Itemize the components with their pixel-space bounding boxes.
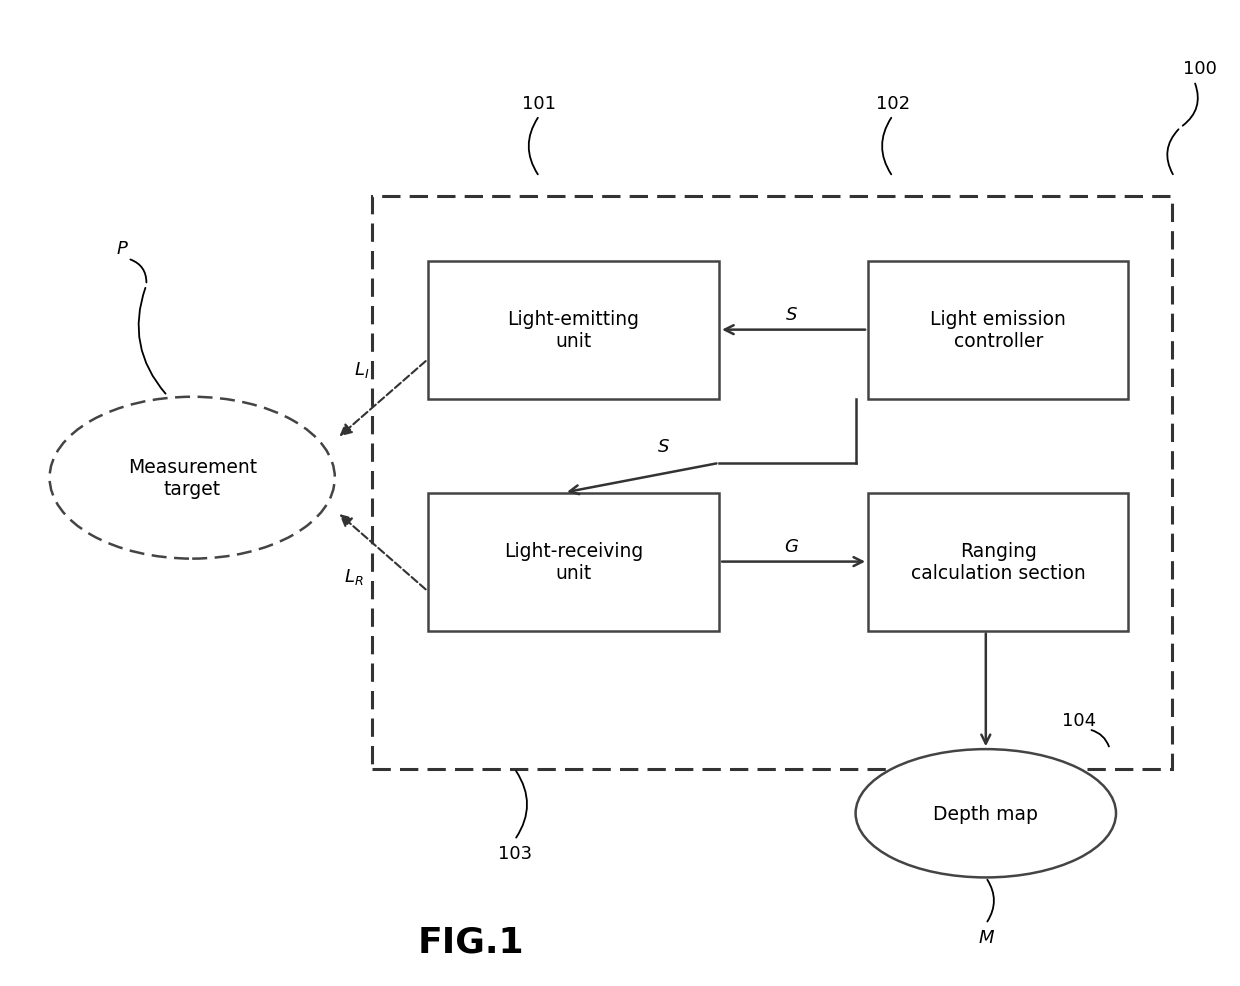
Text: Light-emitting
unit: Light-emitting unit xyxy=(507,310,640,351)
FancyBboxPatch shape xyxy=(428,493,719,631)
Ellipse shape xyxy=(50,397,335,559)
Text: 104: 104 xyxy=(1061,711,1096,729)
Text: Depth map: Depth map xyxy=(934,804,1038,823)
Text: FIG.1: FIG.1 xyxy=(418,925,525,958)
Text: $L_I$: $L_I$ xyxy=(355,360,370,380)
Text: 100: 100 xyxy=(1183,60,1218,78)
Text: 101: 101 xyxy=(522,95,557,112)
Text: S: S xyxy=(785,306,797,323)
FancyBboxPatch shape xyxy=(868,493,1128,631)
Text: G: G xyxy=(784,537,799,555)
FancyBboxPatch shape xyxy=(868,261,1128,399)
Text: $L_R$: $L_R$ xyxy=(343,567,363,587)
Text: S: S xyxy=(657,438,670,456)
Text: Measurement
target: Measurement target xyxy=(128,458,257,499)
Text: Light emission
controller: Light emission controller xyxy=(930,310,1066,351)
Text: 102: 102 xyxy=(875,95,910,112)
Text: Ranging
calculation section: Ranging calculation section xyxy=(911,541,1085,583)
FancyBboxPatch shape xyxy=(428,261,719,399)
Text: P: P xyxy=(117,240,126,257)
FancyBboxPatch shape xyxy=(372,197,1172,769)
Text: M: M xyxy=(978,928,993,946)
Text: 103: 103 xyxy=(497,844,532,862)
Text: Light-receiving
unit: Light-receiving unit xyxy=(503,541,644,583)
Ellipse shape xyxy=(856,749,1116,878)
